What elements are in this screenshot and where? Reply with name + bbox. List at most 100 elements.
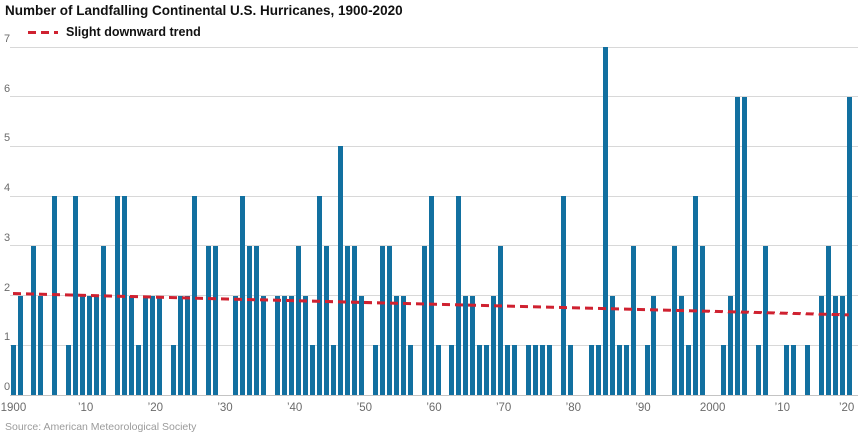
bar-1977 (546, 345, 552, 395)
bar-1995 (672, 245, 678, 395)
bar-1965 (463, 295, 469, 395)
x-axis-tick-label: ’10 (774, 402, 791, 414)
x-axis-tick-label: ’10 (77, 402, 94, 414)
x-axis-tick-label: ’30 (217, 402, 233, 414)
bar-1932 (233, 295, 239, 395)
bar-2014 (804, 345, 810, 395)
bar-1950 (358, 295, 364, 395)
bar-1900 (10, 345, 16, 395)
bar-1911 (87, 295, 93, 395)
bar-1946 (331, 345, 336, 395)
bar-2002 (721, 345, 727, 395)
gridline (10, 46, 858, 48)
legend-label: Slight downward trend (66, 25, 201, 39)
bar-1938 (275, 295, 281, 395)
bar-1901 (17, 295, 23, 395)
bar-1971 (505, 345, 511, 395)
bar-1920 (149, 295, 155, 395)
x-axis-tick-label: ’70 (495, 402, 512, 414)
bar-2005 (742, 96, 747, 395)
bar-1948 (344, 245, 350, 395)
x-axis-tick-label: 1900 (0, 402, 27, 414)
gridline (10, 245, 858, 247)
bar-1999 (700, 245, 706, 395)
y-axis-tick-label: 6 (4, 82, 11, 95)
y-axis-tick-label: 5 (4, 132, 11, 145)
bar-2016 (818, 295, 824, 395)
bar-1926 (191, 196, 197, 395)
gridline (10, 195, 858, 197)
bar-1953 (379, 245, 385, 395)
bar-1968 (484, 345, 490, 395)
y-axis-tick-label: 2 (4, 281, 11, 294)
bar-1935 (254, 245, 260, 395)
bar-2007 (755, 345, 761, 395)
chart-title: Number of Landfalling Continental U.S. H… (5, 3, 403, 18)
x-axis-tick-label: ’90 (635, 402, 651, 414)
bar-1943 (310, 345, 316, 395)
bar-1976 (540, 345, 545, 395)
y-axis-tick-label: 1 (4, 331, 11, 344)
bar-1952 (372, 345, 378, 395)
x-axis-tick-label: ’40 (286, 402, 303, 414)
bar-1949 (351, 245, 357, 395)
bar-1933 (240, 196, 246, 395)
bar-1940 (289, 295, 295, 395)
bar-1959 (421, 245, 427, 395)
x-axis-tick-label: ’50 (356, 402, 373, 414)
bar-1960 (428, 196, 434, 395)
y-axis-tick-label: 0 (4, 381, 11, 393)
bar-1908 (66, 345, 72, 395)
bar-1972 (512, 345, 518, 395)
bar-1954 (386, 245, 392, 395)
bar-1980 (567, 345, 573, 395)
gridline (10, 295, 858, 297)
bar-1925 (184, 295, 190, 395)
x-axis-tick-label: ’60 (426, 402, 442, 414)
bar-1910 (80, 295, 86, 395)
bar-1975 (533, 345, 538, 395)
bar-1998 (693, 196, 699, 395)
bar-1964 (456, 196, 462, 395)
bar-1947 (337, 146, 343, 395)
bar-2012 (790, 345, 796, 395)
y-axis-tick-label: 4 (4, 182, 11, 195)
bar-1919 (142, 295, 148, 395)
bar-1924 (177, 295, 183, 395)
bar-1979 (560, 196, 566, 395)
bar-1985 (602, 47, 608, 395)
y-axis-tick-label: 7 (4, 33, 11, 45)
bar-1918 (135, 345, 141, 395)
gridline (10, 96, 858, 98)
bar-1974 (526, 345, 531, 395)
bar-1923 (170, 345, 176, 395)
bar-2003 (728, 295, 734, 395)
bar-2011 (783, 345, 789, 395)
bar-2008 (762, 245, 768, 395)
bar-1969 (491, 295, 497, 395)
bar-1963 (449, 345, 455, 395)
bar-1939 (282, 295, 288, 395)
bar-2004 (735, 96, 740, 395)
gridline (10, 394, 858, 396)
x-axis-tick-label: ’80 (565, 402, 582, 414)
bar-1967 (477, 345, 483, 395)
bar-1986 (609, 295, 615, 395)
bar-1992 (651, 295, 657, 395)
bar-1917 (128, 295, 134, 395)
gridline (10, 145, 858, 147)
bar-1912 (94, 295, 100, 395)
bar-1989 (630, 245, 636, 395)
bar-1966 (470, 295, 476, 395)
bar-1997 (686, 345, 692, 395)
bar-1913 (101, 245, 107, 395)
bar-2019 (839, 295, 845, 395)
bar-1903 (31, 245, 37, 395)
bar-1956 (400, 295, 406, 395)
bar-1921 (156, 295, 162, 395)
x-axis-tick-label: ’20 (838, 402, 855, 414)
bar-1957 (407, 345, 413, 395)
x-axis-tick-label: ’20 (147, 402, 164, 414)
bar-1983 (588, 345, 594, 395)
bar-1996 (679, 295, 685, 395)
